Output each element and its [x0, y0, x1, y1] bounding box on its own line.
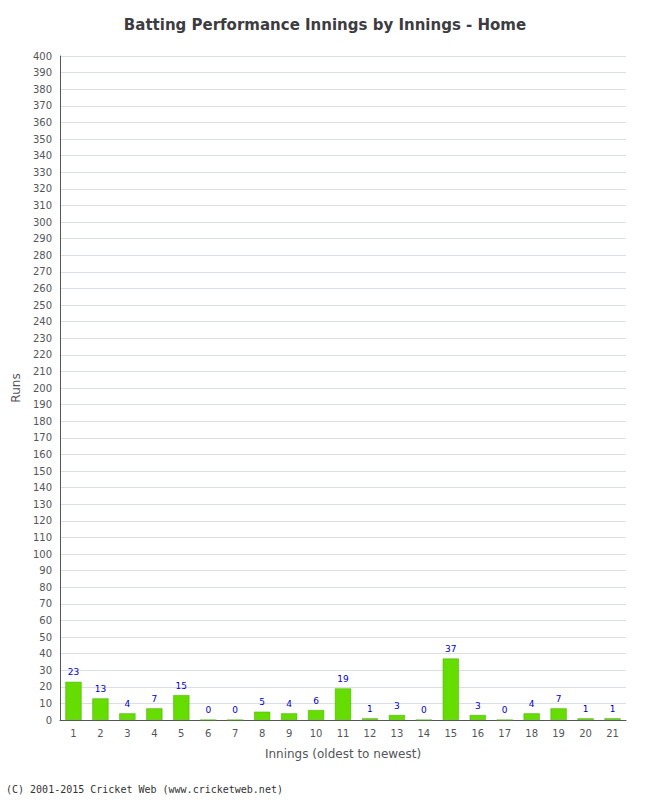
svg-text:18: 18: [525, 728, 538, 739]
svg-text:13: 13: [95, 684, 106, 694]
svg-text:12: 12: [364, 728, 377, 739]
svg-text:20: 20: [579, 728, 592, 739]
svg-text:17: 17: [498, 728, 511, 739]
svg-text:1: 1: [610, 704, 616, 714]
svg-text:50: 50: [39, 632, 52, 643]
svg-text:11: 11: [337, 728, 350, 739]
svg-text:7: 7: [232, 728, 238, 739]
svg-text:180: 180: [33, 416, 52, 427]
svg-text:160: 160: [33, 449, 52, 460]
svg-text:Runs: Runs: [9, 373, 23, 402]
svg-text:0: 0: [232, 705, 238, 715]
svg-text:7: 7: [556, 694, 562, 704]
svg-text:10: 10: [39, 698, 52, 709]
svg-text:80: 80: [39, 582, 52, 593]
svg-text:130: 130: [33, 499, 52, 510]
svg-text:6: 6: [313, 696, 319, 706]
svg-text:340: 340: [33, 150, 52, 161]
svg-text:330: 330: [33, 167, 52, 178]
svg-text:0: 0: [205, 705, 211, 715]
svg-text:5: 5: [259, 697, 265, 707]
svg-text:290: 290: [33, 233, 52, 244]
svg-text:(C) 2001-2015 Cricket Web (www: (C) 2001-2015 Cricket Web (www.cricketwe…: [6, 784, 283, 795]
svg-text:20: 20: [39, 681, 52, 692]
svg-text:Batting Performance Innings by: Batting Performance Innings by Innings -…: [124, 16, 526, 34]
svg-text:4: 4: [125, 699, 131, 709]
svg-text:7: 7: [151, 694, 157, 704]
svg-text:240: 240: [33, 316, 52, 327]
svg-text:270: 270: [33, 266, 52, 277]
svg-text:280: 280: [33, 250, 52, 261]
svg-text:250: 250: [33, 300, 52, 311]
svg-text:21: 21: [606, 728, 619, 739]
svg-text:210: 210: [33, 366, 52, 377]
svg-text:320: 320: [33, 183, 52, 194]
svg-text:260: 260: [33, 283, 52, 294]
svg-text:380: 380: [33, 84, 52, 95]
svg-text:3: 3: [475, 701, 481, 711]
svg-text:4: 4: [151, 728, 157, 739]
svg-text:360: 360: [33, 117, 52, 128]
svg-text:40: 40: [39, 648, 52, 659]
svg-text:23: 23: [68, 667, 79, 677]
svg-text:8: 8: [259, 728, 265, 739]
svg-text:5: 5: [178, 728, 184, 739]
svg-text:150: 150: [33, 466, 52, 477]
svg-text:400: 400: [33, 51, 52, 62]
svg-text:3: 3: [124, 728, 130, 739]
svg-text:15: 15: [444, 728, 457, 739]
svg-text:60: 60: [39, 615, 52, 626]
svg-text:170: 170: [33, 432, 52, 443]
svg-text:120: 120: [33, 515, 52, 526]
svg-text:4: 4: [286, 699, 292, 709]
svg-text:19: 19: [552, 728, 565, 739]
svg-text:0: 0: [46, 715, 52, 726]
svg-text:4: 4: [529, 699, 535, 709]
svg-text:370: 370: [33, 100, 52, 111]
svg-text:100: 100: [33, 549, 52, 560]
svg-text:220: 220: [33, 349, 52, 360]
svg-text:1: 1: [70, 728, 76, 739]
svg-text:140: 140: [33, 482, 52, 493]
svg-text:90: 90: [39, 565, 52, 576]
svg-text:390: 390: [33, 67, 52, 78]
svg-text:6: 6: [205, 728, 211, 739]
svg-text:19: 19: [337, 674, 349, 684]
svg-text:10: 10: [310, 728, 323, 739]
svg-text:30: 30: [39, 665, 52, 676]
svg-text:310: 310: [33, 200, 52, 211]
svg-text:110: 110: [33, 532, 52, 543]
svg-text:9: 9: [286, 728, 292, 739]
svg-text:13: 13: [391, 728, 404, 739]
svg-text:300: 300: [33, 217, 52, 228]
svg-text:1: 1: [367, 704, 373, 714]
svg-text:3: 3: [394, 701, 400, 711]
svg-text:Innings (oldest to newest): Innings (oldest to newest): [265, 747, 421, 761]
svg-text:70: 70: [39, 598, 52, 609]
svg-text:230: 230: [33, 333, 52, 344]
svg-text:14: 14: [417, 728, 430, 739]
svg-text:0: 0: [421, 705, 427, 715]
svg-text:15: 15: [176, 681, 187, 691]
svg-text:1: 1: [583, 704, 589, 714]
svg-text:350: 350: [33, 134, 52, 145]
svg-text:37: 37: [445, 644, 456, 654]
svg-text:190: 190: [33, 399, 52, 410]
svg-text:16: 16: [471, 728, 484, 739]
svg-text:2: 2: [97, 728, 103, 739]
svg-text:0: 0: [502, 705, 508, 715]
svg-text:200: 200: [33, 383, 52, 394]
